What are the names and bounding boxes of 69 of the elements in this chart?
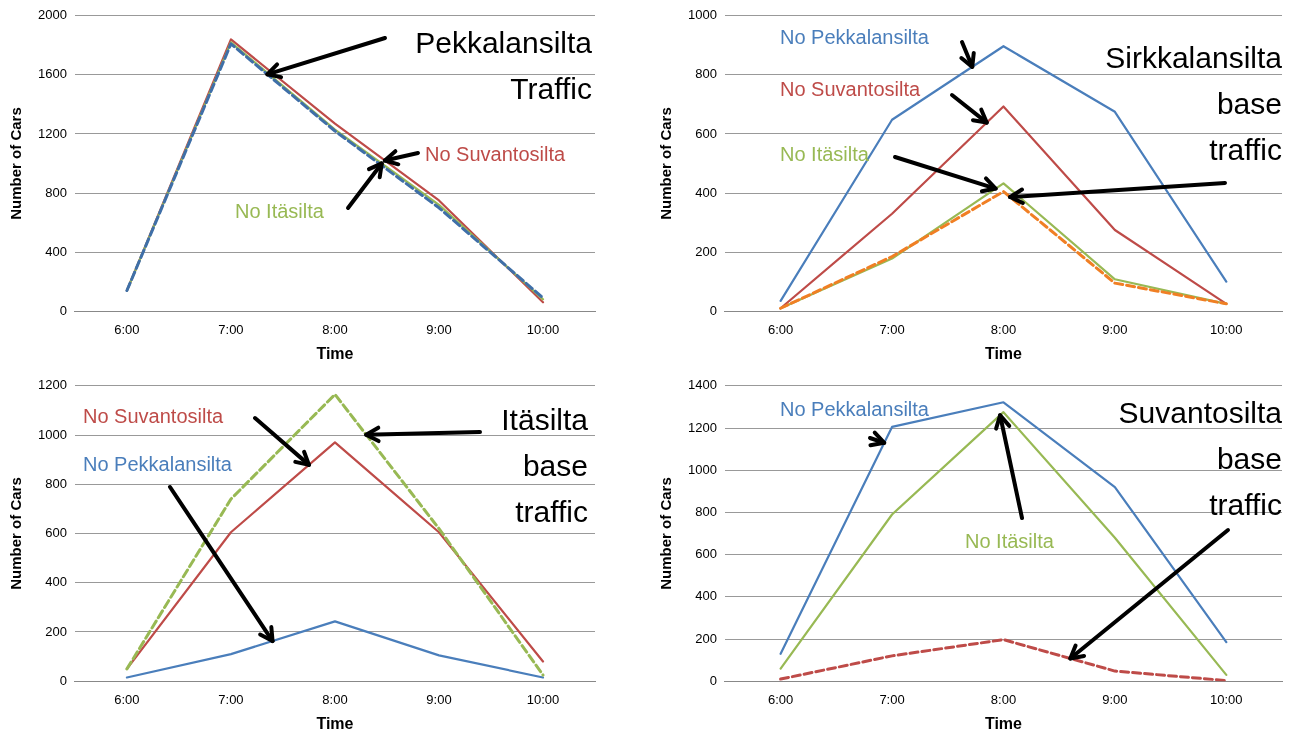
- y-tick-label: 0: [709, 672, 717, 688]
- y-tick-label: 800: [695, 503, 717, 519]
- text: No Itäsilta: [965, 529, 1055, 552]
- x-axis-title: Time: [316, 344, 354, 362]
- x-tick-label: 9:00: [426, 691, 452, 707]
- x-tick-label: 7:00: [879, 321, 905, 337]
- y-axis-title: Number of Cars: [7, 477, 25, 590]
- y-axis-title: Number of Cars: [657, 477, 675, 590]
- y-tick-label: 0: [59, 672, 67, 688]
- y-axis-title: Number of Cars: [7, 107, 25, 220]
- y-tick-label: 1000: [38, 426, 67, 442]
- x-tick-label: 10:00: [1210, 691, 1243, 707]
- x-tick-label: 6:00: [767, 321, 794, 337]
- y-tick-label: 600: [695, 125, 717, 141]
- y-tick-label: 600: [45, 525, 67, 541]
- y-axis-title: Number of Cars: [657, 107, 675, 220]
- y-tick-label: 400: [45, 243, 67, 259]
- y-tick-label: 600: [695, 546, 717, 562]
- y-tick-label: 0: [709, 302, 717, 318]
- text: Suvantosilta base traffic: [1118, 396, 1283, 522]
- text: No Itäsilta: [780, 142, 870, 165]
- text: No Itäsilta: [235, 199, 325, 222]
- text: No Pekkalansilta: [83, 452, 233, 475]
- y-tick-label: 400: [45, 574, 67, 590]
- x-tick-label: 6:00: [767, 691, 794, 707]
- x-tick-label: 10:00: [526, 691, 560, 707]
- y-tick-label: 800: [45, 184, 67, 200]
- y-tick-label: 200: [695, 630, 717, 646]
- x-tick-label: 8:00: [990, 691, 1017, 707]
- y-tick-label: 1200: [688, 419, 717, 435]
- x-axis-title: Time: [984, 714, 1023, 732]
- x-axis-title: Time: [984, 344, 1023, 362]
- y-tick-label: 1000: [688, 461, 717, 477]
- text: Pekkalansilta Traffic: [415, 26, 593, 106]
- x-tick-label: 10:00: [1210, 321, 1243, 337]
- x-tick-label: 8:00: [322, 321, 348, 337]
- y-tick-label: 2000: [38, 7, 67, 23]
- text: No Suvantosilta: [780, 77, 921, 100]
- line-series: [779, 638, 1228, 682]
- series-label: No Suvantosilta: [425, 142, 566, 165]
- x-tick-label: 6:00: [114, 691, 140, 707]
- x-tick-label: 6:00: [114, 321, 140, 337]
- y-tick-label: 1200: [38, 125, 67, 141]
- y-tick-label: 800: [45, 475, 67, 491]
- x-tick-label: 8:00: [990, 321, 1017, 337]
- x-tick-label: 9:00: [426, 321, 452, 337]
- series-label: No Pekkalansilta: [780, 25, 930, 48]
- x-axis-title: Time: [316, 714, 354, 732]
- x-tick-label: 7:00: [879, 691, 905, 707]
- y-tick-label: 1600: [38, 66, 67, 82]
- y-tick-label: 400: [695, 184, 717, 200]
- series-label: No Pekkalansilta: [780, 397, 930, 420]
- x-tick-label: 10:00: [526, 321, 560, 337]
- x-tick-label: 9:00: [1102, 321, 1128, 337]
- y-tick-label: 200: [45, 623, 67, 639]
- y-tick-label: 400: [695, 588, 717, 604]
- text: Sirkkalansilta base traffic: [1105, 41, 1283, 167]
- y-tick-label: 1200: [38, 377, 67, 393]
- series-label: Itäsilta base traffic: [501, 403, 589, 529]
- y-tick-label: 200: [695, 243, 717, 259]
- text: No Suvantosilta: [83, 404, 224, 427]
- x-tick-label: 8:00: [322, 691, 348, 707]
- y-tick-label: 1400: [688, 377, 717, 393]
- y-tick-label: 800: [695, 66, 717, 82]
- x-tick-label: 7:00: [218, 691, 244, 707]
- y-tick-label: 0: [59, 302, 67, 318]
- x-tick-label: 9:00: [1102, 691, 1128, 707]
- y-tick-label: 1000: [688, 7, 717, 23]
- x-tick-label: 7:00: [218, 321, 244, 337]
